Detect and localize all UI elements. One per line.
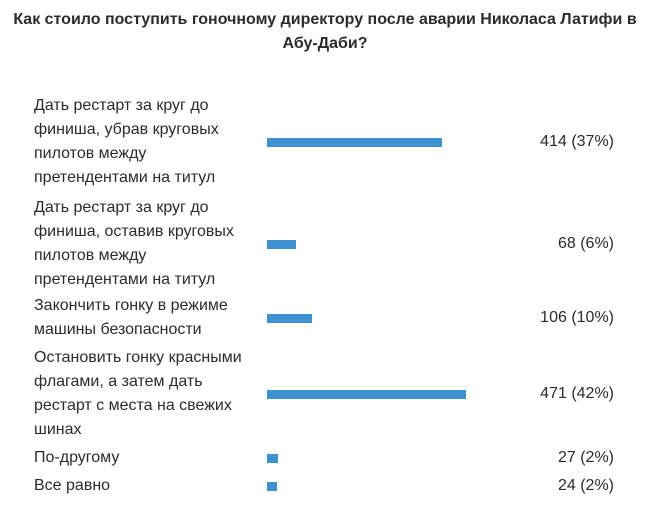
option-label: Дать рестарт за круг до финиша, убрав кр… — [34, 97, 219, 186]
poll-row: Остановить гонку красными флагами, а зат… — [0, 346, 650, 442]
chart-title: Как стоило поступить гоночному директору… — [13, 11, 637, 52]
bar-track — [267, 196, 497, 292]
poll-row: Дать рестарт за круг до финиша, убрав кр… — [0, 94, 650, 190]
option-label: Остановить гонку красными флагами, а зат… — [34, 349, 242, 438]
bar — [267, 314, 312, 323]
value-label: 414 (37%) — [540, 133, 614, 150]
value-label: 27 (2%) — [557, 449, 614, 466]
value-label: 68 (6%) — [557, 235, 614, 252]
option-label: Дать рестарт за круг до финиша, оставив … — [34, 199, 234, 288]
bar — [267, 240, 296, 249]
bar-track — [267, 94, 497, 190]
value-label: 24 (2%) — [557, 477, 614, 494]
bar — [267, 482, 278, 491]
poll-row: Закончить гонку в режиме машины безопасн… — [0, 296, 650, 340]
option-label: По-другому — [34, 449, 120, 466]
bar — [267, 390, 466, 399]
value-label: 471 (42%) — [540, 385, 614, 402]
bar-track — [267, 296, 497, 340]
option-label: Закончить гонку в режиме машины безопасн… — [34, 297, 228, 338]
bar-track — [267, 474, 497, 498]
value-label: 106 (10%) — [540, 309, 614, 326]
option-label: Все равно — [34, 477, 111, 494]
poll-row: По-другому 27 (2%) — [0, 446, 650, 470]
bar-track — [267, 346, 497, 442]
poll-row: Все равно 24 (2%) — [0, 474, 650, 498]
bar — [267, 138, 442, 147]
bar — [267, 454, 279, 463]
poll-row: Дать рестарт за круг до финиша, оставив … — [0, 196, 650, 292]
bar-track — [267, 446, 497, 470]
